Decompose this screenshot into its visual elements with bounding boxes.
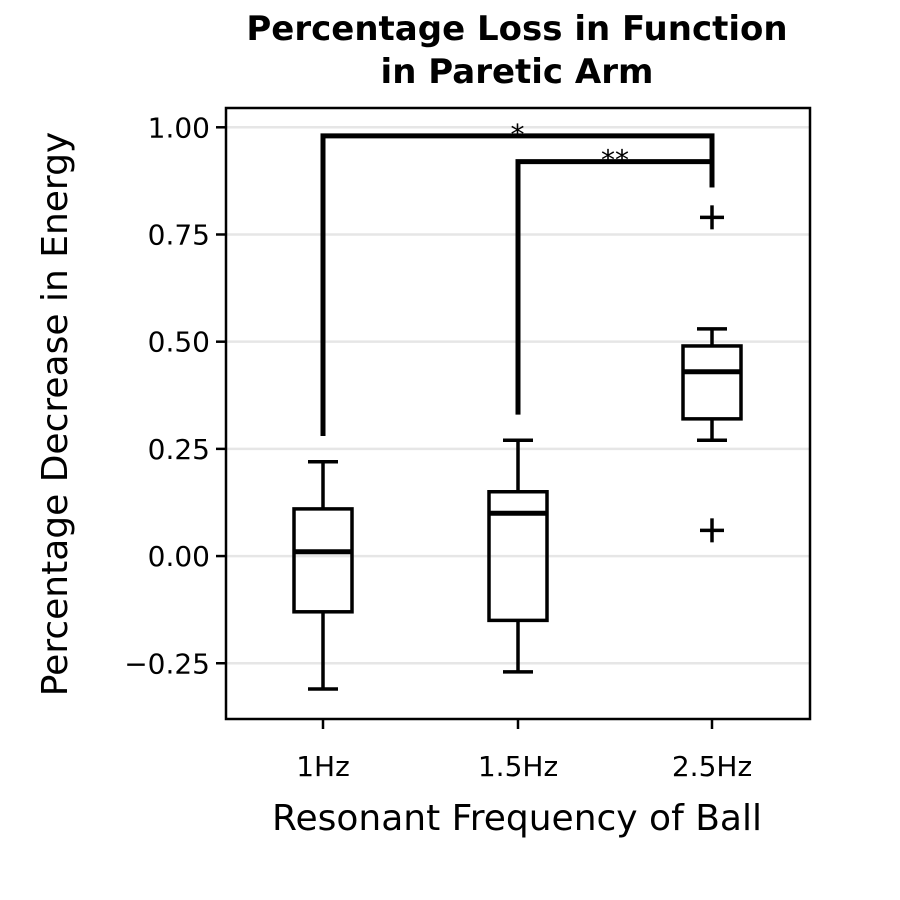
- significance-label: **: [601, 144, 629, 177]
- outlier-marker: [700, 205, 724, 230]
- chart-title-line-1: Percentage Loss in Function: [246, 9, 787, 49]
- y-tick-label: −0.25: [124, 647, 210, 680]
- iqr-box: [681, 344, 743, 421]
- x-tick-label: 2.5Hz: [672, 750, 752, 783]
- x-tick-label: 1Hz: [296, 750, 350, 783]
- plot-frame: [224, 106, 812, 721]
- iqr-box: [292, 507, 354, 614]
- y-tick-label: 0.50: [148, 326, 210, 359]
- y-tick-label: 0.75: [148, 218, 210, 251]
- significance-brackets: ***: [320, 118, 715, 437]
- iqr-box: [487, 490, 549, 623]
- boxes: [292, 205, 743, 691]
- significance-bracket: **: [515, 144, 715, 415]
- box-1.5Hz: [487, 438, 549, 674]
- y-tick-label: 0.00: [148, 540, 210, 573]
- chart-title-line-2: in Paretic Arm: [381, 52, 654, 92]
- y-tick-label: 0.25: [148, 433, 210, 466]
- significance-label: *: [511, 118, 525, 151]
- axes: −0.25 0.00 0.25 0.50 0.75 1.00 1Hz 1.5Hz 2.5Hz: [124, 111, 752, 783]
- x-axis-label: Resonant Frequency of Ball: [272, 798, 762, 839]
- bracket-line: [515, 159, 715, 415]
- outlier-marker: [700, 518, 724, 543]
- x-tick-label: 1.5Hz: [478, 750, 558, 783]
- box-2.5Hz: [681, 205, 743, 543]
- y-axis-label: Percentage Decrease in Energy: [35, 132, 76, 697]
- box-1Hz: [292, 459, 354, 691]
- y-tick-label: 1.00: [148, 111, 210, 144]
